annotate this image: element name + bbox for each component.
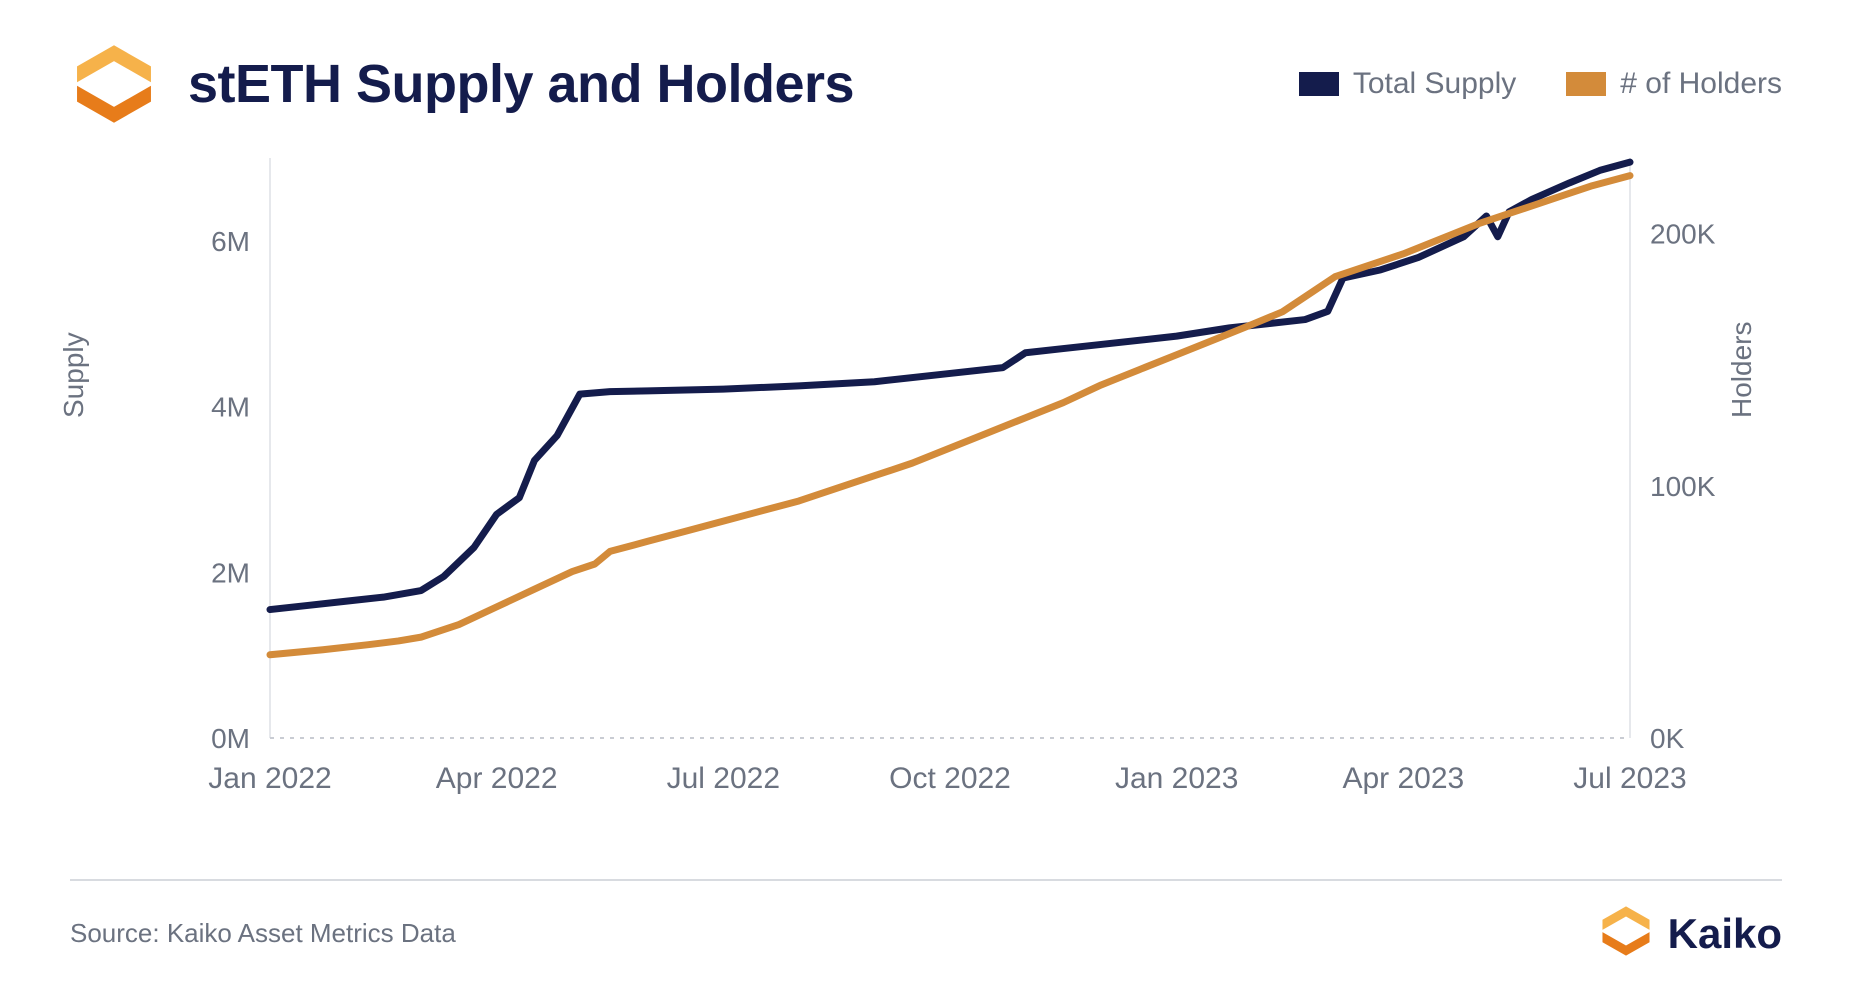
chart-title: stETH Supply and Holders [188,53,854,115]
legend: Total Supply # of Holders [1299,67,1782,101]
svg-text:0K: 0K [1650,723,1685,754]
legend-item-holders: # of Holders [1566,67,1782,101]
svg-text:200K: 200K [1650,219,1716,250]
chart-card: stETH Supply and Holders Total Supply # … [0,0,1852,984]
svg-text:Apr 2023: Apr 2023 [1342,762,1464,795]
svg-text:Jul 2023: Jul 2023 [1573,762,1686,795]
chart-area: Supply Holders 0M2M4M6M0K100K200KJan 202… [70,138,1782,858]
chart-header: stETH Supply and Holders Total Supply # … [70,40,1782,128]
legend-label-supply: Total Supply [1353,67,1516,101]
kaiko-logo-icon [70,40,158,128]
y-axis-right-label: Holders [1726,322,1758,418]
svg-text:Jul 2022: Jul 2022 [667,762,780,795]
svg-text:2M: 2M [211,557,250,588]
chart-svg: 0M 2M 4M 6M 0K 100K 200K Jan 2022 Apr 2022 Jul 20… [70,138,1782,858]
y-axis-left-label: Supply [58,332,90,418]
legend-swatch-supply [1299,72,1339,96]
svg-text:Apr 2022: Apr 2022 [436,762,558,795]
svg-text:Jan 2023: Jan 2023 [1115,762,1238,795]
svg-text:0M: 0M [211,723,250,754]
svg-text:100K: 100K [1650,471,1716,502]
svg-text:6M: 6M [211,226,250,257]
svg-text:Jan 2022: Jan 2022 [208,762,331,795]
brand: Kaiko [1598,903,1782,964]
source-text: Source: Kaiko Asset Metrics Data [70,918,456,949]
brand-text: Kaiko [1668,910,1782,958]
kaiko-logo-icon [1598,903,1654,964]
svg-text:4M: 4M [211,392,250,423]
svg-text:Oct 2022: Oct 2022 [889,762,1011,795]
footer: Source: Kaiko Asset Metrics Data Kaiko [70,879,1782,964]
legend-item-supply: Total Supply [1299,67,1516,101]
legend-swatch-holders [1566,72,1606,96]
title-group: stETH Supply and Holders [70,40,854,128]
legend-label-holders: # of Holders [1620,67,1782,101]
